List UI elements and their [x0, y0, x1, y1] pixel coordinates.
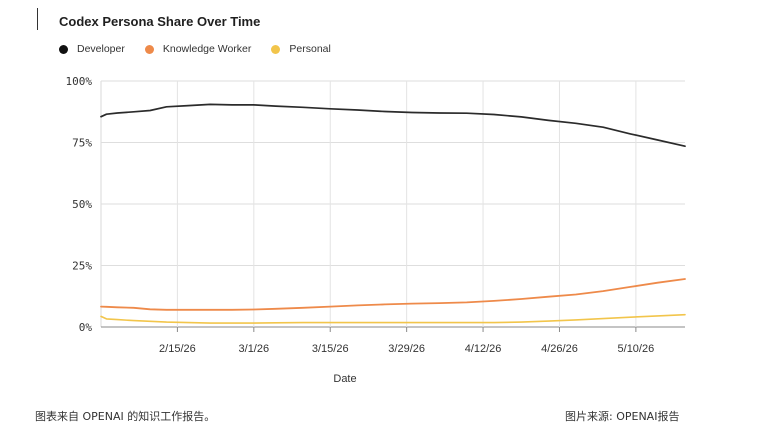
x-axis-label: Date — [333, 373, 356, 385]
legend-label-knowledge-worker: Knowledge Worker — [162, 43, 252, 55]
chart-title: Codex Persona Share Over Time — [59, 14, 261, 29]
y-tick-label: 50% — [72, 198, 92, 211]
x-tick-label: 4/26/26 — [541, 343, 578, 355]
series-line-developer — [100, 103, 686, 148]
legend-label-personal: Personal — [289, 43, 331, 55]
x-tick-label: 3/29/26 — [388, 343, 425, 355]
legend-swatch-developer — [59, 44, 68, 54]
legend-swatch-personal — [271, 44, 281, 54]
legend-item-developer: Developer — [59, 43, 125, 55]
legend-item-personal: Personal — [271, 43, 331, 55]
legend-swatch-knowledge-worker — [144, 44, 154, 54]
legend-label-developer: Developer — [77, 43, 125, 55]
x-tick-label: 3/15/26 — [312, 343, 349, 355]
series-line-personal — [100, 313, 686, 324]
y-tick-label: 25% — [72, 260, 92, 273]
series-line-knowledge-worker — [100, 278, 686, 311]
footer-source: 图片来源: OPENAI报告 — [565, 410, 680, 423]
y-tick-label: 0% — [79, 321, 93, 334]
x-tick-label: 2/15/26 — [159, 343, 196, 355]
y-tick-label: 75% — [72, 137, 92, 150]
footer-caption: 图表来自 OPENAI 的知识工作报告。 — [35, 410, 216, 423]
chart-legend: Developer Knowledge Worker Personal — [59, 43, 351, 55]
x-tick-label: 4/12/26 — [465, 343, 502, 355]
accent-rule — [37, 8, 38, 30]
legend-item-knowledge-worker: Knowledge Worker — [144, 43, 252, 55]
x-tick-label: 3/1/26 — [239, 343, 270, 355]
x-tick-label: 5/10/26 — [618, 343, 655, 355]
y-tick-label: 100% — [66, 75, 93, 88]
